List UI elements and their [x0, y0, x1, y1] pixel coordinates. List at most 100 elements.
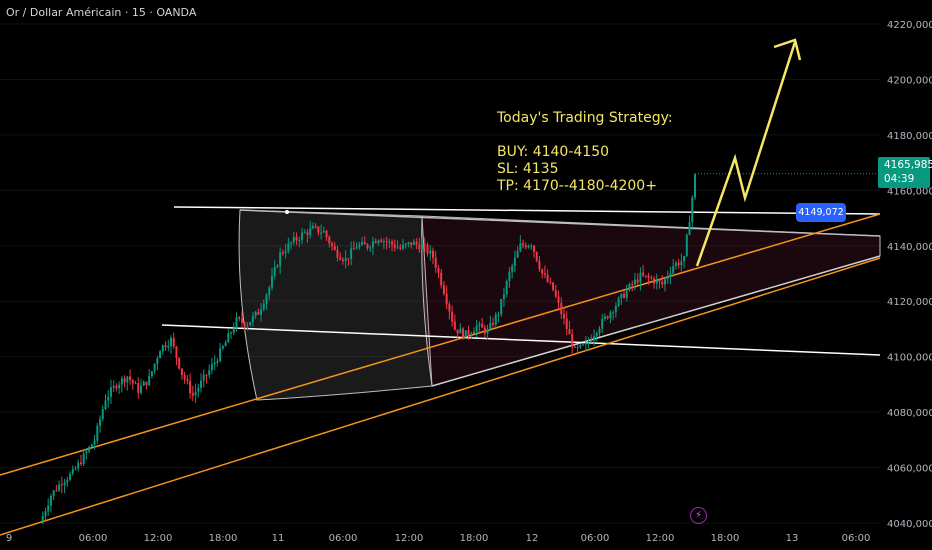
candle-body — [453, 321, 456, 330]
candle-body — [85, 451, 88, 454]
time-tick-label: 12:00 — [646, 533, 675, 544]
candle-body — [483, 327, 486, 334]
candle-body — [475, 325, 478, 332]
symbol-title[interactable]: Or / Dollar Américain · 15 · OANDA — [6, 6, 197, 19]
price-tick-label: 4100,000 — [887, 353, 932, 364]
candle-body — [216, 361, 219, 363]
candle-body — [617, 298, 620, 306]
candle-body — [150, 371, 153, 377]
candle-body — [508, 271, 511, 282]
candle-body — [590, 340, 593, 342]
candle-body — [672, 265, 675, 274]
candle-body — [189, 381, 192, 394]
candle-body — [650, 277, 653, 279]
candle-body — [568, 329, 571, 335]
candle-body — [519, 243, 522, 252]
candle-body — [93, 440, 96, 445]
candle-body — [456, 329, 459, 334]
candle-body — [451, 311, 454, 322]
candle-body — [170, 338, 172, 347]
candle-body — [639, 272, 642, 283]
candle-body — [249, 322, 252, 326]
candle-body — [268, 287, 271, 295]
candle-body — [322, 230, 325, 233]
candle-body — [358, 244, 361, 248]
candle-body — [49, 496, 52, 506]
candle-body — [470, 333, 473, 335]
candle-body — [153, 363, 156, 372]
candle-body — [317, 226, 320, 233]
candle-body — [434, 257, 437, 268]
price-tick-label: 4060,000 — [887, 464, 932, 475]
candle-body — [265, 294, 268, 304]
candle-body — [47, 505, 50, 512]
time-tick-label: 18:00 — [460, 533, 489, 544]
candle-body — [505, 281, 508, 295]
candle-body — [462, 328, 465, 338]
candle-body — [489, 322, 492, 330]
price-tick-label: 4140,000 — [887, 242, 932, 253]
candle-body — [658, 280, 661, 282]
time-tick-label: 12 — [526, 533, 539, 544]
candle-body — [440, 272, 443, 286]
candle-body — [270, 275, 273, 288]
candle-body — [134, 383, 137, 385]
candle-body — [554, 290, 557, 297]
channel-upper-line — [0, 213, 881, 476]
candle-body — [311, 226, 314, 229]
candle-body — [164, 345, 167, 348]
candle-body — [385, 240, 388, 242]
price-tick-label: 4180,000 — [887, 131, 932, 142]
price-axis[interactable]: 4220,000 4200,000 4180,000 4160,000 4140,000… — [887, 20, 932, 530]
time-tick-label: 13 — [786, 533, 799, 544]
candle-body — [380, 240, 383, 243]
level-price-badge[interactable]: 4149,072 — [796, 203, 846, 222]
candle-body — [156, 358, 159, 364]
candle-body — [371, 241, 374, 248]
candle-body — [224, 342, 227, 347]
candle-body — [655, 280, 658, 284]
candle-body — [292, 237, 295, 243]
candle-body — [666, 276, 669, 280]
time-tick-label: 06:00 — [79, 533, 108, 544]
candle-body — [246, 325, 249, 327]
candle-body — [262, 303, 265, 310]
candle-body — [120, 378, 123, 385]
candle-body — [347, 258, 350, 260]
candle-body — [492, 322, 495, 325]
candle-body — [494, 314, 497, 325]
candle-body — [603, 316, 606, 319]
candle-body — [131, 379, 134, 384]
projection-arrow — [695, 38, 802, 267]
candle-body — [644, 275, 647, 277]
candle-body — [565, 318, 568, 330]
time-tick-label: 9 — [6, 533, 12, 544]
candle-body — [500, 298, 503, 315]
candle-body — [691, 197, 694, 223]
candle-body — [601, 318, 604, 329]
candle-body — [232, 328, 235, 333]
candle-body — [374, 241, 377, 243]
time-tick-label: 12:00 — [395, 533, 424, 544]
candle-body — [391, 241, 394, 245]
candle-body — [298, 239, 301, 241]
candle-body — [99, 419, 102, 426]
candle-body — [481, 323, 484, 328]
candle-body — [295, 237, 298, 241]
candle-body — [587, 341, 590, 343]
candle-body — [90, 444, 93, 447]
candle-body — [254, 311, 257, 316]
candle-body — [579, 344, 582, 348]
strategy-heading: Today's Trading Strategy: — [497, 110, 673, 126]
time-tick-label: 12:00 — [144, 533, 173, 544]
candle-body — [369, 247, 372, 249]
candle-body — [243, 322, 246, 327]
lightning-icon[interactable]: ⚡ — [690, 507, 707, 524]
candle-body — [516, 251, 519, 258]
candle-body — [573, 346, 576, 348]
candle-body — [197, 387, 200, 392]
candle-body — [513, 257, 516, 267]
candle-body — [377, 240, 380, 243]
time-axis[interactable]: 9 06:00 12:00 18:00 11 06:00 12:00 18:00 12 06:00… — [6, 533, 871, 544]
